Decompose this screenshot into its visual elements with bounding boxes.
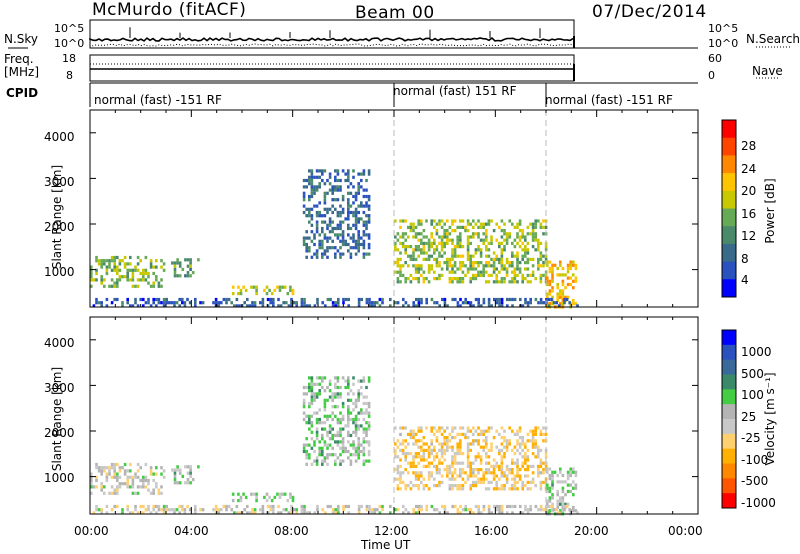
xtick-2: 08:00 — [274, 524, 309, 538]
p1-ytick-4000: 4000 — [44, 130, 75, 144]
colorbar-segment — [722, 389, 736, 405]
cb2-tick-neg25: -25 — [741, 431, 761, 445]
p2-ytick-1000: 1000 — [44, 471, 75, 485]
freq-label: Freq. — [4, 52, 34, 66]
cb1-tick-24: 24 — [741, 162, 757, 176]
nsearch-tick-bottom: 10^0 — [708, 37, 739, 50]
cb1-tick-4: 4 — [741, 273, 749, 287]
echo-region-2 — [231, 492, 295, 503]
cpid-segment-2: normal (fast) 151 RF — [393, 84, 517, 98]
freq-unit: [MHz] — [4, 65, 40, 79]
echo-region-4 — [394, 219, 548, 284]
echo-region-0 — [90, 462, 166, 495]
colorbar-segment — [722, 243, 736, 263]
echo-region-5 — [546, 467, 578, 516]
cb1-tick-16: 16 — [741, 207, 757, 221]
colorbar-segment — [722, 173, 736, 192]
nsearch-line — [89, 43, 574, 47]
p1-ytick-3000: 3000 — [44, 175, 75, 189]
colorbar-segment — [722, 493, 736, 509]
echo-region-6 — [92, 504, 579, 515]
p2-ytick-3000: 3000 — [44, 381, 75, 395]
xtick-1: 04:00 — [174, 524, 209, 538]
nave-tick-bottom: 0 — [708, 69, 715, 82]
echo-region-1 — [171, 258, 200, 278]
nave-label: Nave — [752, 64, 783, 78]
colorbar-segment — [722, 478, 736, 494]
echo-region-2 — [231, 285, 295, 296]
xlabel: Time UT — [361, 538, 411, 552]
p2-ytick-2000: 2000 — [44, 426, 75, 440]
colorbar-segment — [722, 374, 736, 390]
colorbar-segment — [722, 190, 736, 209]
colorbar-segment — [722, 359, 736, 375]
p1-ytick-2000: 2000 — [44, 220, 75, 234]
cb2-tick-500: 500 — [741, 367, 764, 381]
nsky-label: N.Sky — [4, 32, 39, 46]
colorbar-segment — [722, 279, 736, 298]
colorbar-segment — [722, 433, 736, 450]
cpid-segment-1: normal (fast) -151 RF — [94, 93, 222, 107]
nsky-line — [89, 36, 574, 42]
p1-ytick-1000: 1000 — [44, 265, 75, 279]
cb1-tick-28: 28 — [741, 139, 757, 153]
xtick-0: 00:00 — [74, 524, 109, 538]
cb1-tick-20: 20 — [741, 184, 757, 198]
colorbar-segment — [722, 463, 736, 479]
colorbar-segment — [722, 137, 736, 156]
echo-region-3 — [302, 169, 371, 259]
echo-region-5 — [546, 260, 578, 309]
cb2-tick-1000: 1000 — [741, 345, 772, 359]
nsky-tick-top: 10^5 — [54, 22, 85, 35]
echo-region-6 — [92, 297, 579, 308]
cb2-tick-100: 100 — [741, 388, 764, 402]
nsearch-tick-top: 10^5 — [708, 22, 739, 35]
echo-region-1 — [171, 465, 200, 485]
beam-title: Beam 00 — [355, 3, 435, 23]
colorbar-segment — [722, 226, 736, 245]
cb2-tick-neg500: -500 — [741, 474, 769, 488]
colorbar-frame-2 — [721, 329, 737, 509]
colorbar-segment — [722, 404, 736, 420]
colorbar-segment — [722, 155, 736, 174]
xtick-4: 16:00 — [474, 524, 509, 538]
cb2-tick-neg1000: -1000 — [741, 496, 776, 510]
cpid-label: CPID — [6, 86, 39, 100]
freq-tick-bottom: 8 — [66, 69, 73, 82]
cb2-tick-25: 25 — [741, 410, 757, 424]
colorbar-segment — [722, 448, 736, 464]
panel-frame-2 — [89, 316, 699, 515]
cb1-tick-12: 12 — [741, 229, 757, 243]
cb1-tick-8: 8 — [741, 252, 749, 266]
echo-region-4 — [394, 426, 548, 491]
nsky-frame — [89, 19, 575, 49]
nsky-tick-bottom: 10^0 — [54, 37, 85, 50]
nave-tick-top: 60 — [708, 52, 722, 65]
p2-ytick-4000: 4000 — [44, 336, 75, 350]
xtick-6: 00:00 — [668, 524, 703, 538]
colorbar-segment — [722, 330, 736, 346]
xtick-5: 20:00 — [574, 524, 609, 538]
colorbar-segment — [722, 120, 736, 139]
xtick-3: 12:00 — [374, 524, 409, 538]
colorbar-segment — [722, 261, 736, 280]
freq-tick-top: 18 — [62, 52, 76, 65]
panel-frame-1 — [89, 109, 699, 308]
cb2-tick-neg100: -100 — [741, 453, 769, 467]
colorbar-segment — [722, 419, 736, 435]
cpid-segment-3: normal (fast) -151 RF — [545, 93, 673, 107]
date-title: 07/Dec/2014 — [592, 2, 707, 22]
colorbar-segment — [722, 344, 736, 361]
echo-region-3 — [302, 376, 371, 466]
nsearch-label: N.Search — [746, 32, 800, 46]
colorbar-segment — [722, 208, 736, 227]
echo-region-0 — [90, 255, 166, 288]
freq-frame — [89, 54, 575, 82]
colorbar-frame-1 — [721, 119, 737, 298]
station-title: McMurdo (fitACF) — [92, 0, 247, 20]
